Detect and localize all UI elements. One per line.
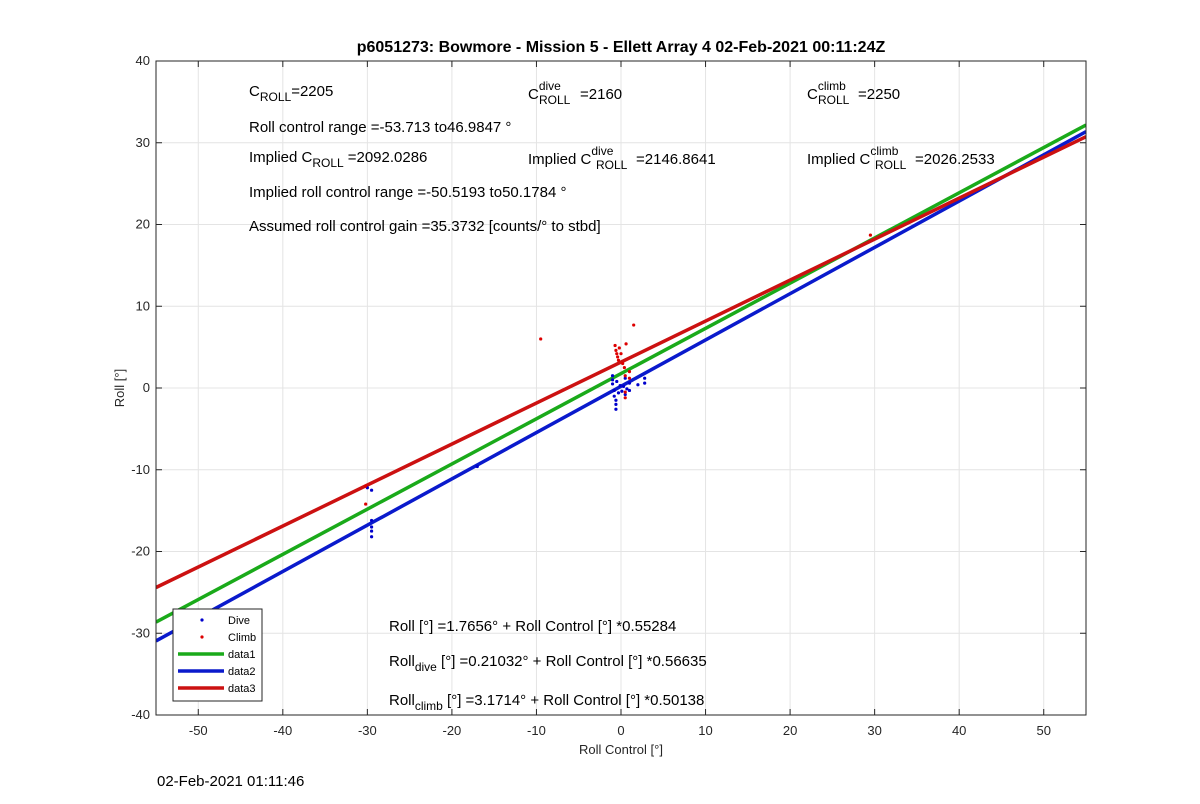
climb-point (623, 374, 627, 378)
x-tick-label: 20 (783, 723, 797, 738)
legend-marker-dive (200, 618, 204, 622)
climb-point (623, 396, 627, 400)
axis-ticks: -50 -40 -30 -20 -10 0 10 20 30 40 50 -40 -30 -20 -10 0 1… (131, 53, 1086, 738)
c-roll-dive-annotation: Cdive ROLL =2160 (528, 79, 622, 107)
implied-c-roll-dive-annotation: Implied Cdive ROLL =2146.8641 (528, 144, 716, 172)
dive-point (369, 518, 374, 523)
chart-title: p6051273: Bowmore - Mission 5 - Ellett A… (357, 39, 886, 56)
dive-point (616, 391, 621, 395)
dive-point (623, 392, 627, 397)
dive-point (621, 384, 626, 388)
dive-point (614, 398, 618, 402)
dive-point (475, 464, 479, 469)
dive-point (612, 394, 616, 398)
climb-point (616, 355, 620, 359)
y-tick-label: -30 (131, 625, 150, 640)
c-roll-annotation: CROLL=2205 (249, 83, 333, 104)
climb-point (616, 358, 621, 362)
climb-point (623, 390, 627, 394)
plot-area: -50 -40 -30 -20 -10 0 10 20 30 40 50 -40 -30 -20 -10 0 1… (131, 53, 1087, 738)
x-tick-label: -50 (189, 723, 208, 738)
legend-label-climb: Climb (228, 632, 256, 644)
climb-point (632, 323, 636, 327)
dive-point (610, 382, 615, 386)
x-tick-label: 0 (617, 723, 624, 738)
climb-point (364, 484, 368, 488)
y-axis-label: Roll [°] (112, 369, 127, 407)
dive-point (610, 378, 615, 382)
climb-point (622, 365, 626, 370)
implied-c-roll-annotation: Implied CROLL =2092.0286 (249, 149, 427, 170)
legend-marker-climb (200, 635, 204, 639)
dive-point (614, 402, 618, 406)
legend-label-data2: data2 (228, 666, 256, 678)
climb-point (364, 502, 368, 506)
dive-point (643, 381, 647, 385)
dive-point (623, 376, 627, 380)
x-tick-label: 50 (1036, 723, 1050, 738)
x-tick-label: -10 (527, 723, 546, 738)
legend-label-dive: Dive (228, 615, 250, 627)
fit-line-data3 (156, 135, 1086, 590)
dive-point (627, 381, 632, 385)
climb-point (617, 346, 621, 350)
implied-range-annotation: Implied roll control range =-50.5193 to5… (249, 184, 566, 201)
dive-point (625, 387, 629, 391)
climb-point (613, 343, 617, 348)
y-tick-label: 30 (136, 135, 150, 150)
x-tick-label: -40 (273, 723, 292, 738)
fit-climb-annotation: Rollclimb [°] =3.1714° + Roll Control [°… (389, 692, 704, 713)
y-tick-label: 10 (136, 298, 150, 313)
y-tick-label: 0 (143, 380, 150, 395)
x-axis-label: Roll Control [°] (579, 742, 663, 757)
x-tick-label: 10 (698, 723, 712, 738)
dive-point (636, 383, 640, 387)
x-tick-label: -30 (358, 723, 377, 738)
climb-point (615, 352, 619, 356)
dive-point (369, 525, 374, 529)
climb-point (627, 376, 632, 380)
footer-timestamp: 02-Feb-2021 01:11:46 (157, 773, 305, 790)
dive-point (615, 379, 619, 384)
y-tick-label: 20 (136, 217, 150, 232)
climb-point (614, 348, 618, 352)
dive-point (620, 389, 624, 393)
dive-point (369, 529, 374, 533)
dive-point (618, 383, 622, 388)
climb-point (868, 233, 873, 237)
climb-point (624, 342, 628, 346)
x-tick-label: -20 (443, 723, 462, 738)
dive-point (614, 407, 618, 411)
climb-point (627, 370, 632, 374)
c-roll-climb-annotation: Cclimb ROLL =2250 (807, 79, 900, 107)
legend: Dive Climb data1 data2 data3 (172, 608, 263, 702)
y-tick-label: 40 (136, 53, 150, 68)
fit-all-annotation: Roll [°] =1.7656° + Roll Control [°] *0.… (389, 618, 676, 635)
implied-c-roll-climb-annotation: Implied Cclimb ROLL =2026.2533 (807, 144, 995, 172)
dive-point (643, 376, 647, 380)
y-tick-label: -40 (131, 707, 150, 722)
dive-point (627, 388, 632, 393)
y-tick-label: -10 (131, 462, 150, 477)
annotations: CROLL=2205 Cdive ROLL =2160 Cclimb ROLL =225… (249, 79, 995, 713)
dive-point (610, 374, 615, 378)
legend-label-data3: data3 (228, 683, 256, 695)
climb-point (619, 352, 623, 356)
dive-point (369, 535, 374, 539)
fit-dive-annotation: Rolldive [°] =0.21032° + Roll Control [°… (389, 653, 707, 674)
gain-annotation: Assumed roll control gain =35.3732 [coun… (249, 218, 601, 235)
dive-point (369, 488, 374, 492)
x-tick-label: 40 (952, 723, 966, 738)
dive-point (612, 388, 616, 393)
climb-point (539, 337, 543, 341)
data-points (364, 233, 873, 539)
roll-control-range-annotation: Roll control range =-53.713 to46.9847 ° (249, 119, 511, 136)
climb-point (621, 361, 625, 366)
fit-line-data1 (156, 123, 1086, 624)
y-tick-label: -20 (131, 544, 150, 559)
legend-label-data1: data1 (228, 649, 256, 661)
x-tick-label: 30 (867, 723, 881, 738)
